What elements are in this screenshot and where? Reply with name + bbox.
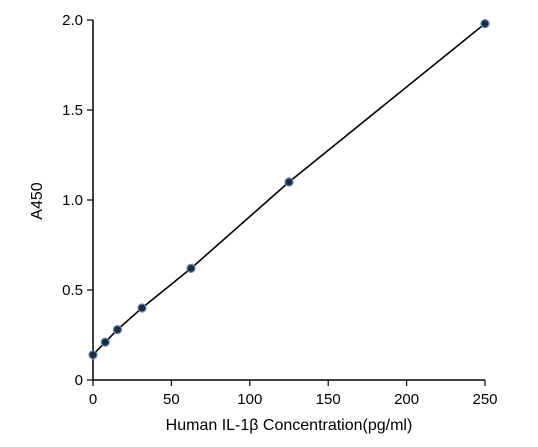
series-line <box>92 22 486 356</box>
data-point <box>88 350 98 360</box>
y-tick-label: 0.5 <box>62 282 83 299</box>
x-tick-label: 100 <box>237 391 262 408</box>
y-axis-title: A450 <box>29 182 46 219</box>
x-tick-label: 250 <box>472 391 497 408</box>
x-tick-label: 150 <box>316 391 341 408</box>
data-point <box>284 177 294 187</box>
x-tick-label: 200 <box>394 391 419 408</box>
data-point <box>480 19 490 29</box>
y-tick-label: 1.5 <box>62 102 83 119</box>
x-axis-title: Human IL-1β Concentration(pg/ml) <box>166 417 413 434</box>
y-tick-label: 2.0 <box>62 12 83 29</box>
data-point <box>112 325 123 335</box>
data-point <box>186 263 196 273</box>
data-point <box>137 303 147 313</box>
y-tick-label: 0 <box>75 372 83 389</box>
y-tick-label: 1.0 <box>62 192 83 209</box>
plot-area: 0 0.5 1.0 1.5 2.0 0 50 100 150 200 250 <box>62 12 497 408</box>
x-tick-label: 0 <box>89 391 97 408</box>
x-tick-label: 50 <box>163 391 180 408</box>
data-point <box>100 337 110 347</box>
